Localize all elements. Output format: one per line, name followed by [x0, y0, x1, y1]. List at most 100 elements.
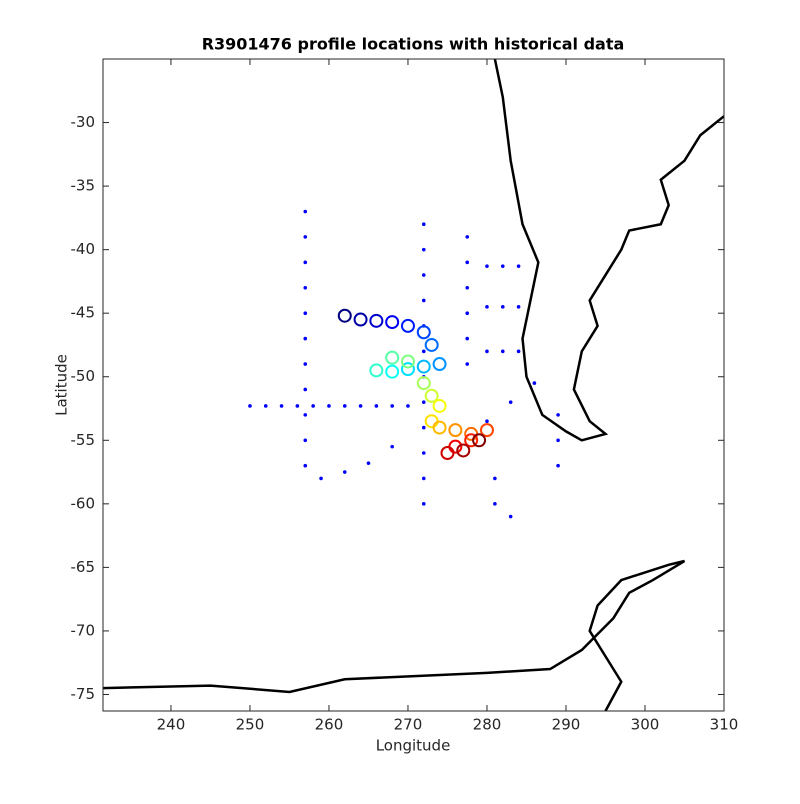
y-axis-label: Latitude: [53, 354, 71, 416]
historical-point: [556, 463, 560, 468]
profile-point: [416, 325, 431, 340]
historical-point: [421, 400, 426, 404]
historical-point: [421, 425, 426, 430]
historical-point: [485, 349, 489, 354]
historical-point: [493, 476, 497, 481]
profile-point: [432, 420, 447, 435]
historical-point: [263, 404, 268, 408]
historical-point: [500, 264, 505, 268]
historical-point: [319, 476, 323, 481]
historical-point: [303, 362, 308, 366]
historical-point: [303, 285, 308, 290]
profile-point: [369, 363, 384, 378]
y-tick-label: -70: [71, 621, 96, 639]
historical-point: [516, 349, 521, 354]
profile-point: [432, 357, 447, 372]
historical-point: [465, 311, 470, 315]
profile-point: [479, 423, 494, 438]
x-tick-label: 310: [710, 716, 739, 734]
historical-point: [303, 260, 308, 265]
historical-point: [532, 381, 537, 385]
historical-point: [465, 260, 470, 265]
profile-point: [424, 414, 439, 429]
profile-point: [416, 376, 431, 391]
profile-point: [416, 359, 431, 374]
historical-point: [508, 400, 513, 404]
historical-point: [303, 413, 308, 417]
y-tick-label: -30: [71, 113, 96, 131]
historical-point: [493, 502, 497, 506]
profile-point: [353, 312, 368, 327]
historical-point: [311, 404, 315, 408]
profile-point: [400, 354, 415, 369]
historical-point: [421, 298, 426, 303]
historical-point: [485, 419, 489, 424]
historical-point: [248, 404, 252, 408]
y-tick-label: -35: [71, 177, 96, 195]
x-axis-label: Longitude: [376, 737, 451, 755]
historical-point: [421, 247, 426, 252]
historical-point: [421, 273, 426, 277]
profile-point: [424, 388, 439, 403]
profile-point: [440, 445, 455, 460]
historical-point: [303, 387, 308, 392]
historical-point: [508, 514, 513, 519]
x-tick-label: 290: [552, 716, 581, 734]
historical-point: [295, 404, 300, 408]
profile-point: [464, 433, 479, 448]
historical-point: [327, 404, 331, 408]
historical-point: [303, 311, 308, 315]
historical-point: [303, 235, 308, 239]
profile-point: [369, 313, 384, 328]
historical-point: [366, 461, 371, 465]
coastline: [493, 59, 724, 442]
historical-point: [374, 404, 379, 408]
x-tick-label: 270: [394, 716, 423, 734]
historical-point: [421, 349, 426, 354]
historical-point: [279, 404, 284, 408]
historical-point: [421, 222, 426, 227]
historical-point: [303, 463, 308, 468]
x-tick-label: 280: [473, 716, 502, 734]
profile-point: [337, 308, 352, 323]
historical-point: [516, 305, 521, 309]
profile-point: [385, 364, 400, 379]
historical-point: [485, 305, 489, 309]
y-tick-label: -40: [71, 240, 96, 258]
historical-point: [465, 235, 470, 239]
y-tick-label: -50: [71, 367, 96, 385]
coastline: [103, 559, 686, 711]
profile-point: [448, 423, 463, 438]
chart-title: R3901476 profile locations with historic…: [202, 35, 625, 54]
historical-point: [556, 438, 560, 443]
profile-point: [432, 398, 447, 413]
historical-point: [421, 476, 426, 481]
historical-point: [556, 413, 560, 417]
plot-area: [103, 59, 724, 711]
historical-point: [342, 470, 347, 474]
profile-point: [385, 315, 400, 330]
historical-point: [421, 451, 426, 455]
historical-point: [485, 264, 489, 268]
historical-point: [303, 438, 308, 443]
profile-point: [472, 433, 487, 448]
historical-point: [465, 336, 470, 341]
y-tick-label: -75: [71, 685, 96, 703]
profile-point: [400, 362, 415, 377]
historical-point: [500, 349, 505, 354]
y-tick-label: -45: [71, 304, 96, 322]
historical-point: [421, 502, 426, 506]
historical-point: [465, 285, 470, 290]
profile-point: [385, 350, 400, 365]
historical-point: [358, 404, 363, 408]
profile-point: [424, 337, 439, 352]
historical-point: [500, 305, 505, 309]
x-tick-label: 240: [157, 716, 186, 734]
x-tick-label: 260: [315, 716, 344, 734]
historical-point: [465, 362, 470, 366]
historical-point: [390, 444, 394, 449]
profile-point: [456, 443, 471, 458]
historical-point: [516, 264, 521, 268]
historical-point: [303, 336, 308, 341]
